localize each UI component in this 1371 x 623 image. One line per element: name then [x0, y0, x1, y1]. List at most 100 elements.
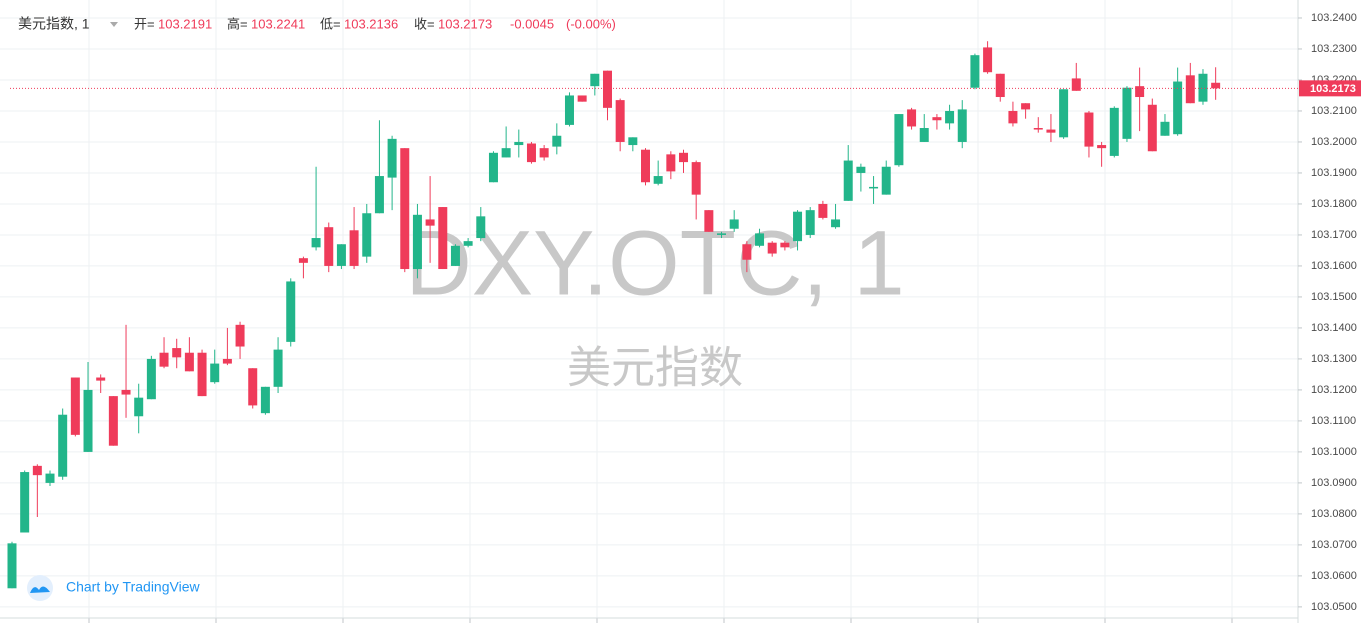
watermark-subtitle: 美元指数	[567, 344, 743, 393]
candle-body	[856, 166, 866, 173]
y-tick-label: 103.1600	[1311, 260, 1357, 272]
candle-body	[83, 389, 93, 452]
candle-body	[869, 186, 879, 189]
candle-body	[1084, 112, 1094, 147]
candle-body	[717, 233, 727, 235]
candle-body	[1173, 81, 1183, 135]
candle-body	[374, 176, 384, 214]
candle-body	[957, 109, 967, 142]
y-tick-label: 103.0600	[1311, 570, 1357, 582]
tradingview-logo[interactable]: Chart by TradingView	[27, 575, 200, 601]
y-tick-label: 103.1800	[1311, 198, 1357, 210]
candle-body	[58, 414, 68, 477]
candle-body	[1021, 103, 1031, 110]
symbol-title: 美元指数, 1	[18, 16, 90, 32]
candle-body	[552, 135, 562, 147]
candle-body	[400, 148, 410, 270]
candle-body	[1109, 107, 1119, 156]
candle-body	[172, 348, 182, 358]
candle-body	[1071, 78, 1081, 91]
candle-body	[412, 214, 422, 270]
candle-body	[362, 213, 372, 257]
candle-body	[628, 137, 638, 146]
candle-body	[311, 238, 321, 248]
y-tick-label: 103.0500	[1311, 601, 1357, 613]
candle-body	[387, 138, 397, 178]
candle-body	[286, 281, 296, 342]
candle-body	[260, 386, 270, 414]
attribution[interactable]: Chart by TradingView	[66, 579, 200, 595]
candle-body	[995, 73, 1005, 98]
candle-body	[691, 162, 701, 195]
candle-body	[210, 363, 220, 383]
candle-body	[602, 70, 612, 108]
candle-body	[222, 358, 232, 364]
candle-body	[273, 349, 283, 387]
candle-body	[70, 377, 80, 435]
grid	[0, 0, 1298, 623]
candle-body	[679, 152, 689, 163]
ohlc-label: 收=	[414, 16, 435, 31]
price-axis: 103.0500 103.0600 103.0700 103.0800 103.0900…	[1298, 12, 1357, 613]
candle-body	[108, 396, 118, 446]
candle-body	[425, 219, 435, 226]
candle-body	[653, 176, 663, 184]
candle-body	[146, 358, 156, 400]
candle-body	[704, 210, 714, 232]
ohlc-value: 103.2173	[438, 16, 492, 31]
candle-body	[349, 230, 359, 266]
last-price-badge	[1299, 80, 1361, 97]
dropdown-arrow[interactable]	[110, 22, 118, 27]
candle-body	[1185, 75, 1195, 104]
candle-body	[577, 95, 587, 102]
candle-body	[564, 95, 574, 125]
candle-body	[590, 73, 600, 87]
candle-body	[298, 258, 308, 263]
candle-body	[894, 114, 904, 166]
candle-body	[438, 207, 448, 270]
candle-body	[843, 160, 853, 201]
candle-body	[45, 473, 55, 483]
ohlc-values: 开= 103.2191 高= 103.2241 低= 103.2136 收= 103.2173	[134, 16, 492, 31]
candle-body	[1160, 121, 1170, 136]
candle-body	[501, 148, 511, 158]
candle-body	[20, 472, 30, 533]
candle-body	[767, 242, 777, 254]
candle-body	[729, 219, 739, 229]
logo-badge	[27, 575, 53, 601]
ohlc-value: 103.2191	[158, 16, 212, 31]
watermark: DXY.OTC, 1	[405, 212, 904, 314]
candle-body	[805, 210, 815, 235]
candle-body	[336, 244, 346, 266]
y-tick-label: 103.0700	[1311, 539, 1357, 551]
ohlc-label: 开=	[134, 16, 155, 31]
candle-body	[32, 465, 42, 476]
y-tick-label: 103.1300	[1311, 353, 1357, 365]
candles	[7, 41, 1221, 589]
y-tick-label: 103.2300	[1311, 43, 1357, 55]
candle-body	[526, 143, 536, 163]
change-percent: (-0.00%)	[566, 16, 616, 31]
y-tick-label: 103.1700	[1311, 229, 1357, 241]
candle-body	[539, 148, 549, 158]
candle-body	[1135, 86, 1145, 98]
candle-body	[121, 389, 131, 395]
y-tick-label: 103.1500	[1311, 291, 1357, 303]
candle-body	[831, 219, 841, 228]
candle-body	[159, 352, 169, 367]
candle-body	[945, 110, 955, 124]
candle-body	[919, 128, 929, 142]
candle-body	[1033, 128, 1043, 130]
logo-icon	[30, 586, 50, 593]
candle-body	[514, 141, 524, 146]
candle-body	[463, 241, 473, 246]
candle-body	[324, 227, 334, 266]
candle-body	[248, 368, 258, 406]
candle-body	[1008, 110, 1018, 124]
candle-body	[983, 47, 993, 73]
candle-body	[793, 211, 803, 242]
candle-body	[1097, 145, 1107, 149]
